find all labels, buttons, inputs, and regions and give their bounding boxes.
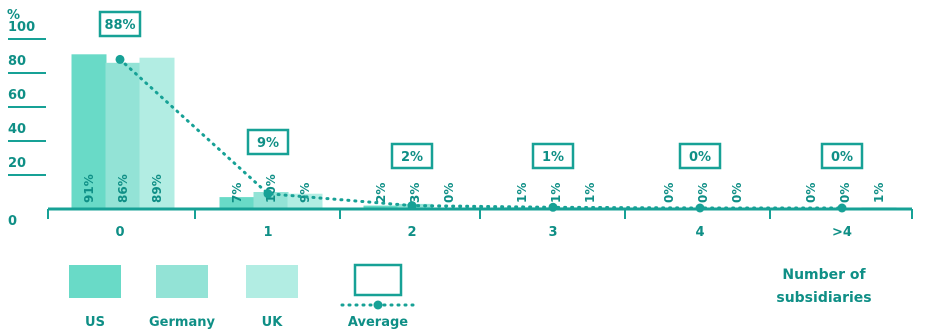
bar-germany (253, 192, 289, 209)
y-tick-label: 0 (8, 214, 17, 229)
average-point (837, 203, 847, 213)
legend-swatch-us (69, 265, 121, 298)
data-label: 2% (374, 183, 388, 203)
legend-label: UK (262, 315, 284, 330)
y-axis-unit-label: % (7, 8, 20, 23)
data-label: 1% (872, 183, 886, 203)
data-label: 1% (549, 183, 563, 203)
data-label: 0% (838, 183, 852, 203)
x-tick-label: 2 (407, 225, 416, 240)
average-label-box (246, 128, 290, 156)
average-label: 9% (257, 136, 279, 151)
x-tick-label: 3 (548, 225, 557, 240)
bar-germany (105, 62, 141, 209)
data-label: 0% (804, 183, 818, 203)
average-point (695, 203, 705, 213)
data-label: 86% (116, 174, 130, 203)
average-point (115, 54, 125, 64)
average-label-box (678, 142, 722, 170)
average-line (118, 57, 844, 210)
data-label: 0% (442, 183, 456, 203)
y-tick-label: 60 (8, 88, 26, 103)
legend-average-point (373, 300, 383, 310)
data-label: 89% (150, 174, 164, 203)
average-point (263, 189, 273, 199)
data-label: 0% (662, 183, 676, 203)
y-tick-label: 80 (8, 54, 26, 69)
x-axis-title-line1: Number of (782, 267, 866, 283)
average-label: 0% (689, 150, 711, 165)
x-axis-title-line2: subsidiaries (776, 290, 871, 306)
average-label: 88% (104, 18, 135, 33)
average-label-box (390, 142, 434, 170)
data-label: 0% (696, 183, 710, 203)
average-label: 1% (542, 150, 564, 165)
y-tick-label: 100 (8, 20, 35, 35)
average-point (548, 202, 558, 212)
data-label: 1% (583, 183, 597, 203)
legend-swatch-germany (156, 265, 208, 298)
legend-swatch-uk (246, 265, 298, 298)
data-label: 91% (82, 174, 96, 203)
x-tick-label: >4 (832, 225, 852, 240)
x-tick-label: 1 (263, 225, 272, 240)
data-label: 7% (230, 183, 244, 203)
legend-label: US (85, 315, 105, 330)
x-tick-label: 0 (115, 225, 124, 240)
bar-us (363, 205, 399, 209)
legend-label: Average (348, 315, 408, 330)
x-tick-label: 4 (695, 225, 704, 240)
data-label: 10% (264, 174, 278, 203)
data-label: 3% (408, 183, 422, 203)
y-tick-label: 40 (8, 122, 26, 137)
data-label: 0% (730, 183, 744, 203)
average-label: 2% (401, 150, 423, 165)
legend-average-box (353, 263, 403, 297)
bar-us (219, 197, 255, 209)
y-tick-label: 20 (8, 156, 26, 171)
average-label: 0% (831, 150, 853, 165)
data-label: 1% (515, 183, 529, 203)
average-label-box (531, 142, 575, 170)
average-label-box (820, 142, 864, 170)
data-label: 9% (298, 183, 312, 203)
average-label-box (98, 10, 142, 38)
average-point (407, 201, 417, 211)
bar-us (71, 54, 107, 209)
legend-label: Germany (149, 315, 215, 330)
